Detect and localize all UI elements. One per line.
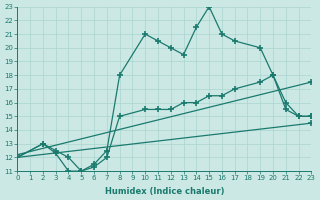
X-axis label: Humidex (Indice chaleur): Humidex (Indice chaleur) — [105, 187, 224, 196]
